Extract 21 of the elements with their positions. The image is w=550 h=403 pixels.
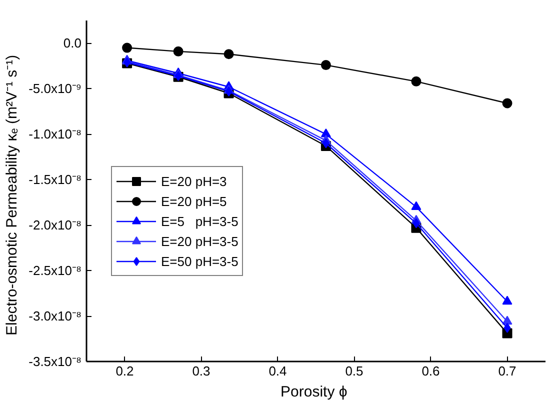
x-axis-title: Porosity ϕ [280,384,348,400]
y-tick-label: -1.0x10⁻⁸ [28,126,82,142]
legend-label: E=5 pH=3-5 [161,213,238,229]
x-tick-label: 0.7 [498,364,516,378]
y-tick-label: -2.5x10⁻⁸ [28,263,82,278]
legend-label: E=20 pH=3-5 [161,233,238,249]
y-tick-label: 0.0 [63,36,82,51]
y-axis-title: Electro-osmotic Permeability κₑ (m²V⁻¹ s⁻¹) [4,54,21,336]
y-tick-label: -5.0x10⁻⁹ [28,81,82,96]
y-tick-label: -1.5x10⁻⁸ [28,172,82,188]
x-tick-label: 0.4 [268,364,287,378]
x-tick-label: 0.2 [116,364,134,378]
y-tick-label: -3.5x10⁻⁸ [28,354,82,369]
legend-label: E=20 pH=5 [161,193,227,209]
y-tick-label: -3.0x10⁻⁸ [28,308,82,324]
x-tick-label: 0.6 [422,364,440,378]
y-tick-label: -2.0x10⁻⁸ [28,218,82,233]
x-tick-label: 0.5 [345,364,364,378]
legend-label: E=20 pH=3 [161,173,227,189]
legend-label: E=50 pH=3-5 [161,253,238,269]
x-tick-label: 0.3 [192,364,210,378]
